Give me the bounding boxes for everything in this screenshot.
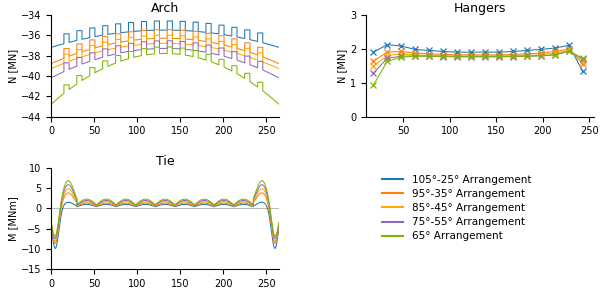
Y-axis label: N [MN]: N [MN] xyxy=(8,49,18,83)
Title: Arch: Arch xyxy=(151,2,179,15)
Legend: 105°-25° Arrangement, 95°-35° Arrangement, 85°-45° Arrangement, 75°-55° Arrangem: 105°-25° Arrangement, 95°-35° Arrangemen… xyxy=(382,175,531,242)
Title: Hangers: Hangers xyxy=(454,2,506,15)
Title: Tie: Tie xyxy=(156,155,175,168)
Y-axis label: M [MNm]: M [MNm] xyxy=(8,196,18,241)
Y-axis label: N [MN]: N [MN] xyxy=(337,49,347,83)
